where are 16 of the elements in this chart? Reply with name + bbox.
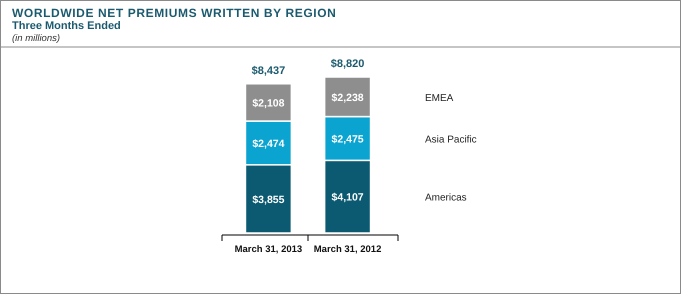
x-tick-label: March 31, 2013 (234, 244, 302, 255)
total-label: $8,820 (330, 58, 364, 70)
text: Americas (425, 192, 467, 204)
data-label: $2,238 (332, 92, 364, 104)
data-label: $2,474 (252, 138, 285, 150)
total-label: $8,437 (252, 64, 286, 77)
data-label: $4,107 (332, 192, 364, 204)
text: Asia Pacific (425, 134, 477, 146)
data-label: $3,855 (252, 194, 285, 206)
text: Three Months Ended (12, 20, 121, 32)
chart-title: WORLDWIDE NET PREMIUMS WRITTEN BY REGION (12, 6, 336, 20)
data-label: $2,108 (252, 97, 285, 110)
data-label: $2,475 (332, 133, 364, 146)
text: (in millions) (12, 33, 60, 44)
text: EMEA (425, 92, 454, 104)
x-tick-label: March 31, 2012 (314, 244, 382, 255)
